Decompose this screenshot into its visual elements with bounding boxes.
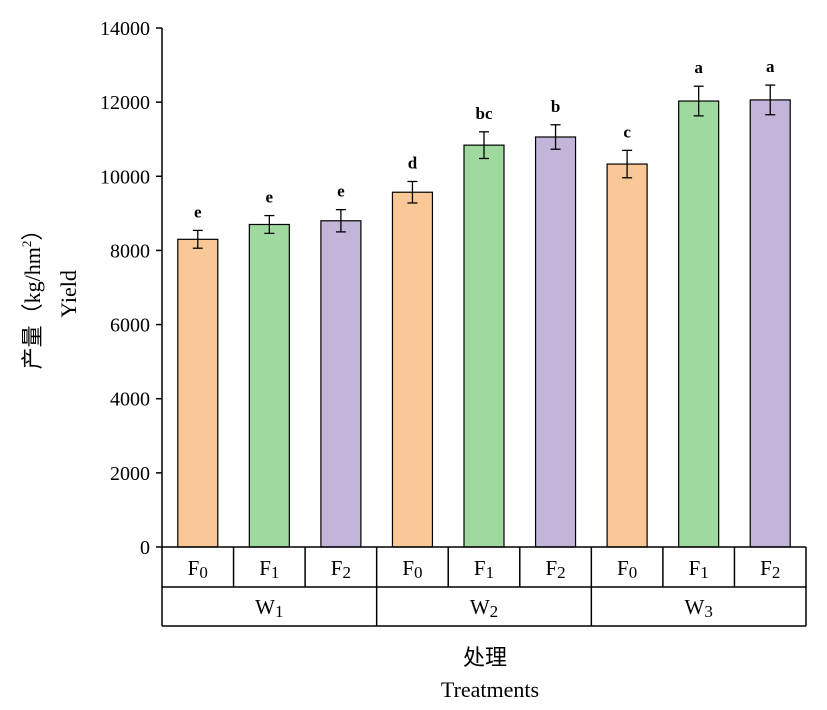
significance-letter: e (266, 188, 274, 207)
bar (749, 99, 791, 548)
group-label: W1 (255, 595, 283, 621)
significance-letter: a (766, 57, 775, 76)
y-tick-label: 6000 (110, 315, 150, 337)
category-label: F1 (259, 556, 279, 582)
bar (177, 238, 219, 548)
y-tick-label: 8000 (110, 240, 150, 262)
y-axis-label-chinese: 产量（kg/hm2） (19, 219, 45, 370)
significance-letter: d (408, 153, 418, 172)
bar (678, 100, 720, 548)
category-label: F1 (474, 556, 494, 582)
y-tick-label: 0 (140, 537, 150, 559)
error-bars (192, 84, 776, 249)
bar (534, 136, 577, 548)
y-tick-label: 12000 (100, 92, 150, 114)
x-axis-label-chinese: 处理 (463, 645, 507, 670)
y-tick-label: 14000 (100, 18, 150, 40)
bar (320, 220, 362, 548)
category-label: F1 (689, 556, 709, 582)
category-label: F2 (331, 556, 351, 582)
category-label: F2 (545, 556, 565, 582)
significance-letter: a (694, 58, 703, 77)
group-label: W3 (685, 595, 713, 621)
significance-letter: e (337, 182, 345, 201)
category-label: F0 (188, 556, 208, 582)
significance-letter: c (623, 122, 631, 141)
bar (463, 144, 505, 548)
y-axis-label-english: Yield (56, 270, 81, 318)
y-tick-label: 10000 (100, 166, 150, 188)
x-axis-label-english: Treatments (441, 677, 539, 702)
group-label: W2 (470, 595, 498, 621)
category-label: F0 (617, 556, 637, 582)
category-label: F2 (760, 556, 780, 582)
category-label: F0 (402, 556, 422, 582)
y-axis: 0 2000 4000 6000 8000 10000 12000 14000 (100, 18, 163, 559)
x-category-table: F0 F1 F2 F0 F1 F2 F0 F1 F2 W1 W2 W3 (161, 546, 807, 627)
y-tick-label: 2000 (110, 463, 150, 485)
y-tick-label: 4000 (110, 389, 150, 411)
significance-letter: e (194, 202, 202, 221)
bars (177, 99, 791, 548)
bar (391, 191, 434, 548)
bar (606, 163, 648, 548)
significance-letter: bc (476, 104, 493, 123)
significance-letter: b (551, 97, 560, 116)
bar (248, 223, 290, 548)
